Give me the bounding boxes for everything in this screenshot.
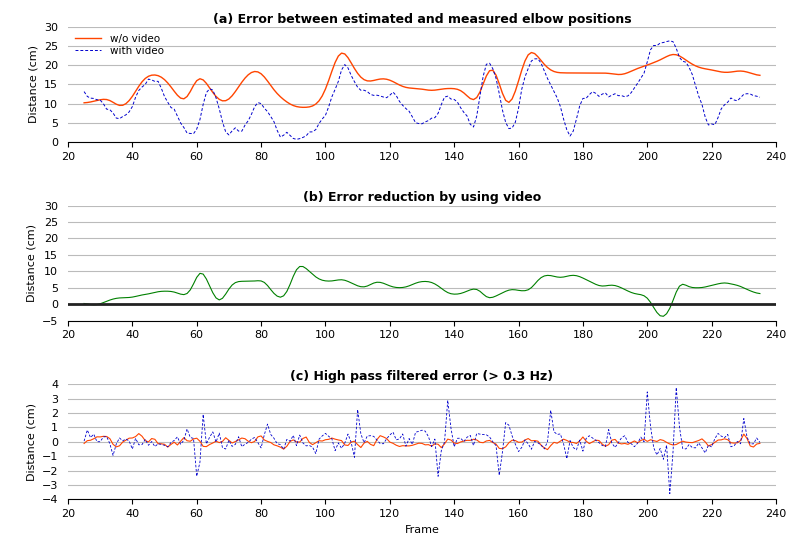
w/o video [378,76,388,82]
Line: w/o video: w/o video [84,53,760,107]
X-axis label: Frame: Frame [405,525,439,535]
w/o video [98,96,108,103]
Y-axis label: Distance (cm): Distance (cm) [26,224,36,302]
with video [378,94,388,100]
w/o video [552,69,562,76]
Y-axis label: Distance (cm): Distance (cm) [26,403,36,481]
with video [98,100,108,107]
with video [79,89,89,95]
Title: (c) High pass filtered error (> 0.3 Hz): (c) High pass filtered error (> 0.3 Hz) [290,370,554,383]
w/o video [526,49,536,56]
Legend: w/o video, with video: w/o video, with video [74,32,166,59]
Y-axis label: Distance (cm): Distance (cm) [29,46,38,124]
w/o video [697,65,706,71]
w/o video [279,96,289,103]
with video [549,88,558,95]
w/o video [298,104,308,111]
w/o video [343,54,353,61]
Title: (a) Error between estimated and measured elbow positions: (a) Error between estimated and measured… [213,13,631,26]
Line: with video: with video [84,41,760,140]
with video [292,136,302,143]
with video [343,64,353,71]
Title: (b) Error reduction by using video: (b) Error reduction by using video [303,191,541,205]
with video [755,94,765,100]
with video [697,101,706,108]
with video [665,38,674,44]
w/o video [755,72,765,78]
with video [279,132,289,139]
w/o video [79,99,89,106]
